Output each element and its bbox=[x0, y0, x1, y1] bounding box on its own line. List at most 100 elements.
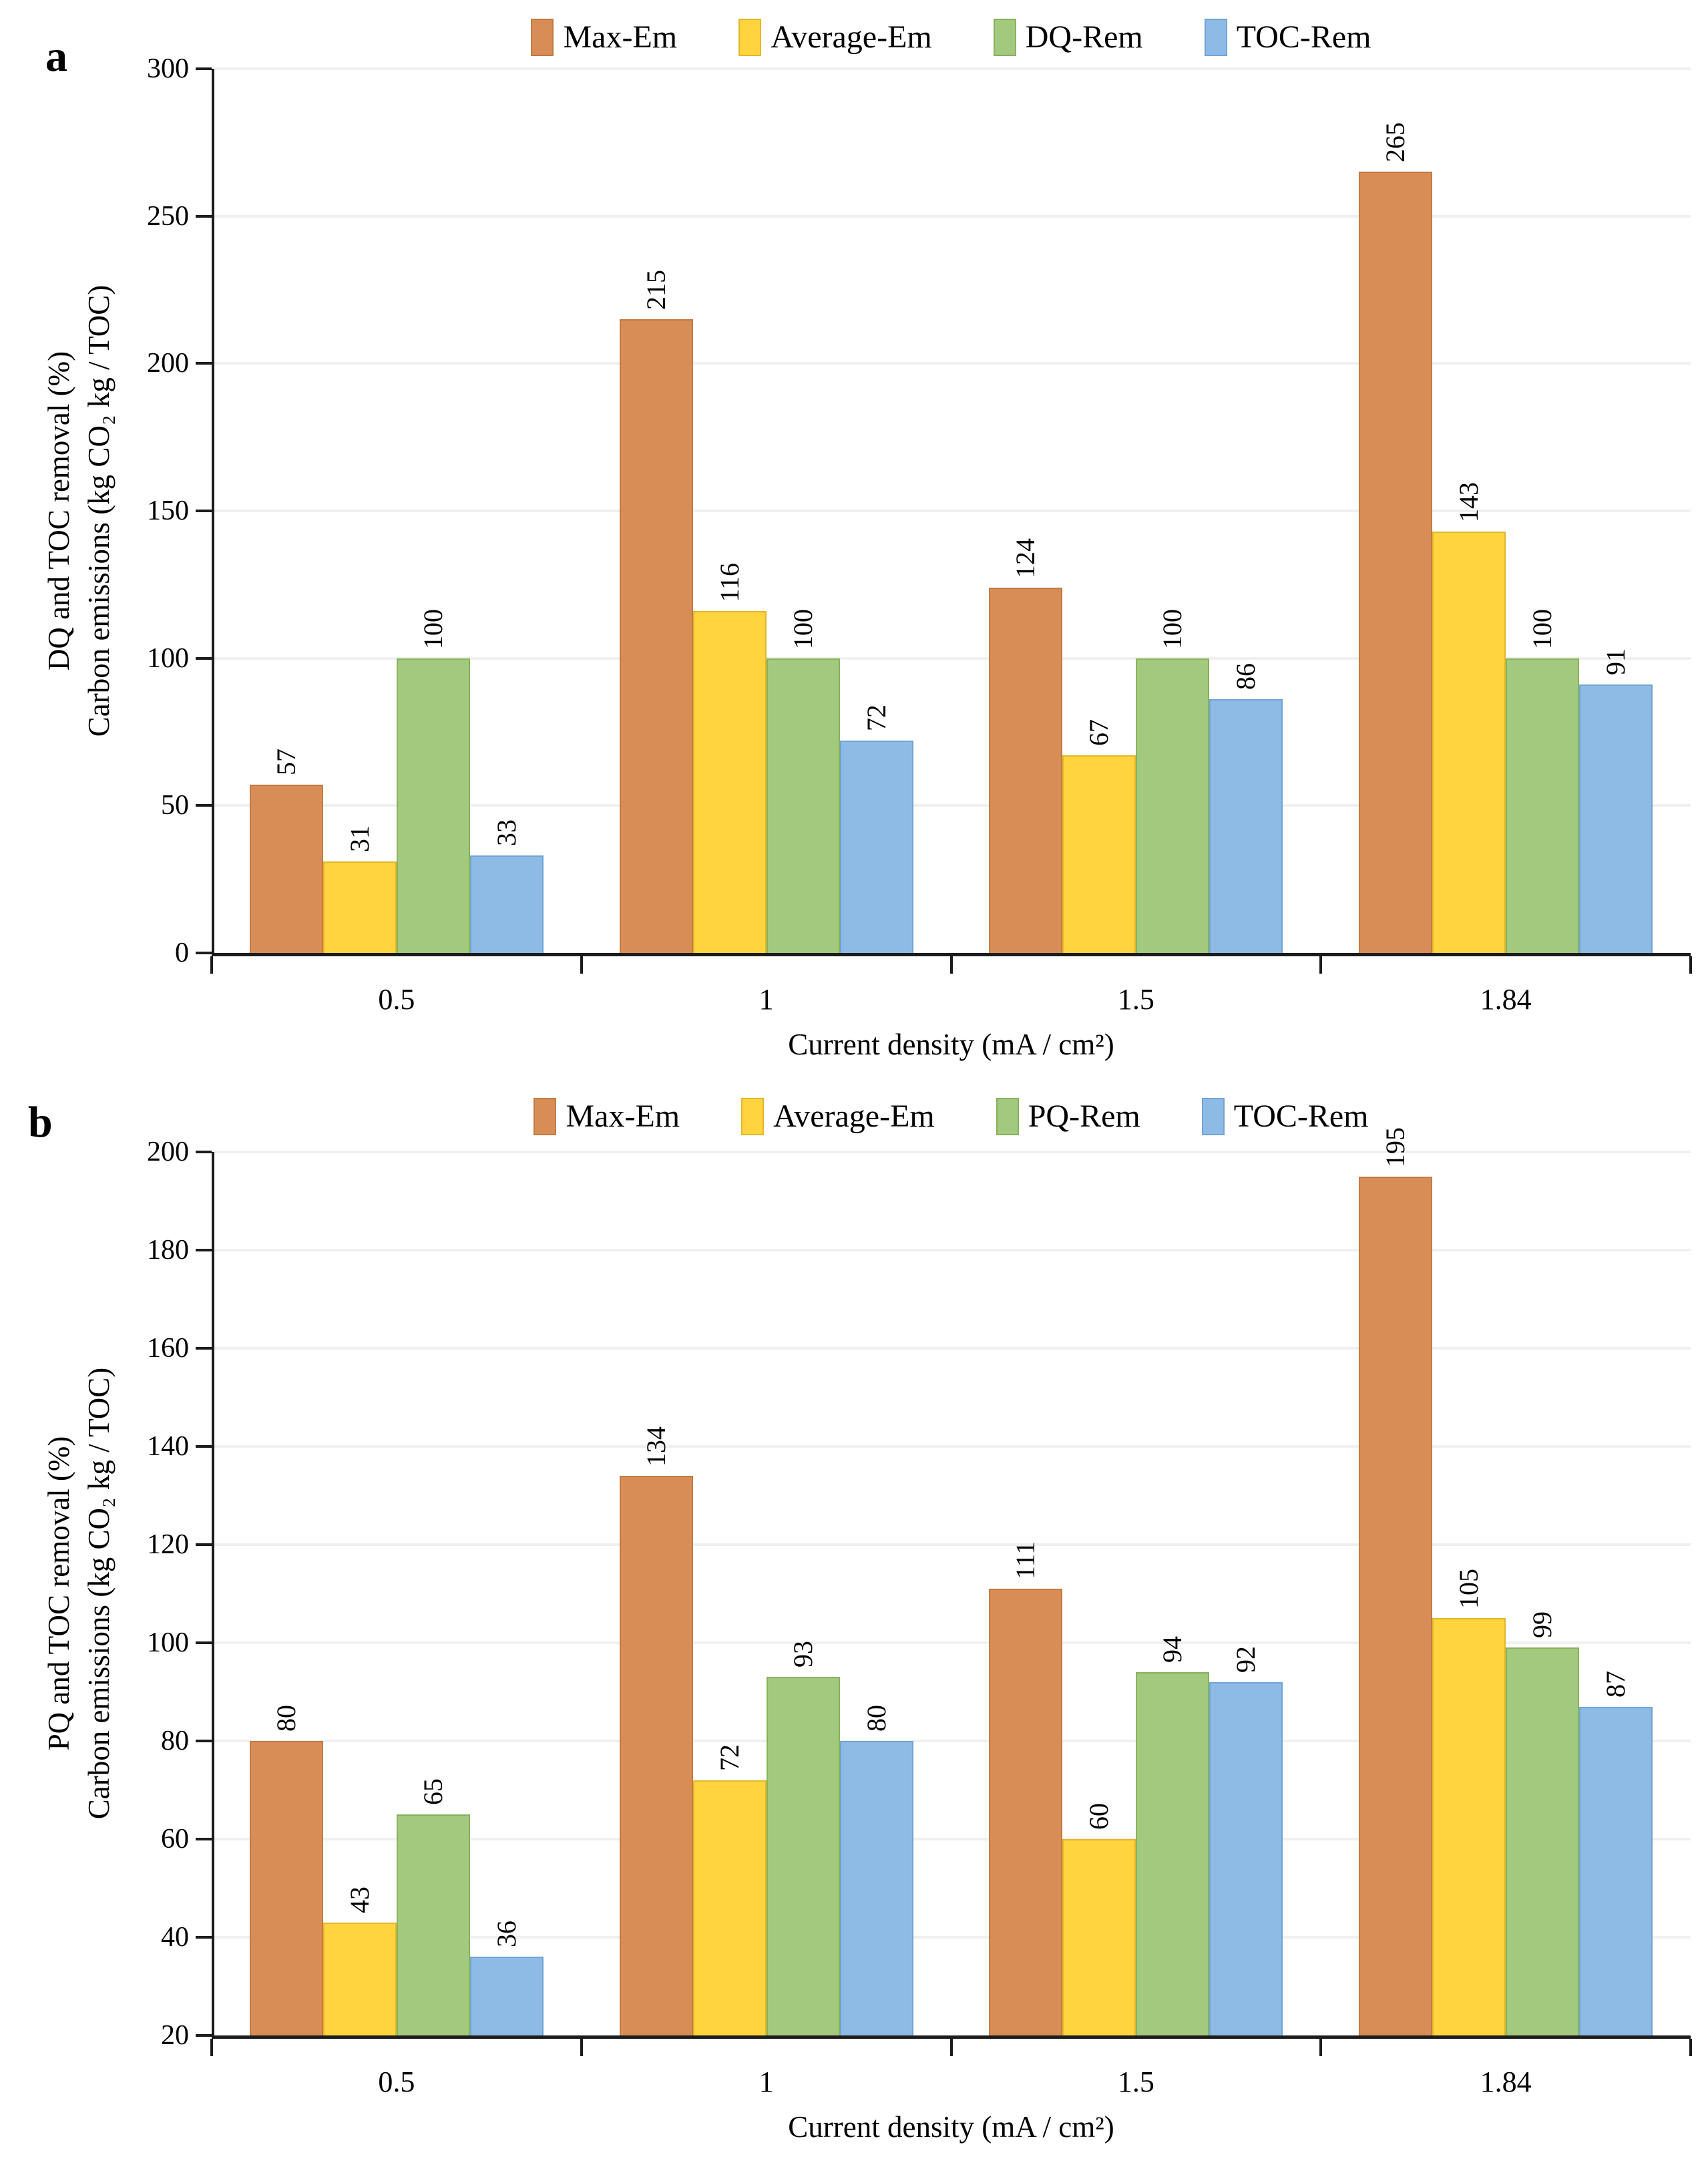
bar-max-em-1 bbox=[619, 319, 693, 953]
bar-value-label: 100 bbox=[1527, 608, 1558, 649]
bar-average-em-1.5 bbox=[1062, 1839, 1136, 2035]
bar-value-label: 60 bbox=[1084, 1803, 1114, 1830]
x-axis-tick-label: 1 bbox=[759, 2066, 774, 2098]
x-axis-tick-label: 1.84 bbox=[1480, 2066, 1532, 2098]
y-axis-tick-label: 100 bbox=[147, 642, 189, 674]
x-axis-line bbox=[212, 2035, 1691, 2039]
y-axis-tick bbox=[196, 214, 212, 218]
bar-average-em-1 bbox=[692, 1780, 767, 2035]
bar-max-em-0.5 bbox=[249, 785, 323, 953]
bar-value-label: 100 bbox=[787, 608, 818, 649]
bar-value-label: 111 bbox=[1010, 1541, 1041, 1580]
y-axis-tick bbox=[196, 804, 212, 807]
legend-swatch-icon bbox=[1201, 1098, 1225, 1135]
legend-swatch-icon bbox=[531, 19, 554, 56]
legend-label: TOC-Rem bbox=[1233, 1099, 1369, 1134]
x-axis-tick bbox=[210, 2039, 213, 2056]
y-axis-tick bbox=[196, 1445, 212, 1448]
legend-swatch-icon bbox=[738, 19, 762, 56]
gridline bbox=[212, 1151, 1691, 1153]
y-axis-tick bbox=[196, 1151, 212, 1153]
legend-item-pq-rem: PQ-Rem bbox=[996, 1098, 1140, 1135]
y-axis-tick bbox=[196, 510, 212, 512]
x-axis-tick bbox=[580, 956, 583, 974]
y-axis-tick-label: 140 bbox=[147, 1431, 189, 1462]
y-axis-line bbox=[212, 1152, 214, 2039]
bar-value-label: 91 bbox=[1600, 648, 1631, 676]
y-axis-tick-label: 50 bbox=[161, 790, 189, 821]
bar-pq-rem-1 bbox=[766, 1677, 840, 2035]
bar-value-label: 65 bbox=[417, 1778, 448, 1806]
bar-value-label: 265 bbox=[1380, 122, 1411, 163]
y-axis-title-line1: PQ and TOC removal (%) bbox=[42, 1436, 75, 1751]
y-axis-tick-label: 80 bbox=[161, 1726, 189, 1756]
bar-value-label: 100 bbox=[1157, 608, 1188, 649]
legend-swatch-icon bbox=[996, 1098, 1019, 1135]
legend-label: Average-Em bbox=[771, 19, 932, 55]
bar-value-label: 100 bbox=[417, 608, 448, 649]
gridline bbox=[212, 656, 1691, 660]
y-axis-tick-label: 60 bbox=[161, 1824, 189, 1854]
gridline bbox=[212, 1347, 1691, 1350]
gridline bbox=[212, 1838, 1691, 1840]
bar-value-label: 86 bbox=[1231, 663, 1261, 691]
bar-value-label: 99 bbox=[1527, 1611, 1558, 1639]
bar-toc-rem-0.5 bbox=[469, 855, 544, 953]
bar-toc-rem-1 bbox=[839, 741, 913, 953]
legend-item-max-em: Max-Em bbox=[531, 19, 677, 56]
y-axis-tick-label: 160 bbox=[147, 1333, 189, 1364]
bar-value-label: 143 bbox=[1454, 481, 1484, 522]
y-axis-title-line2: Carbon emissions (kg CO₂ kg / TOC) bbox=[82, 1367, 116, 1820]
bar-max-em-1 bbox=[619, 1476, 693, 2035]
legend-swatch-icon bbox=[741, 1098, 765, 1135]
x-axis-tick-label: 0.5 bbox=[378, 2066, 415, 2098]
bar-max-em-0.5 bbox=[249, 1741, 323, 2035]
legend: Max-Em Average-Em PQ-Rem TOC-Rem bbox=[212, 1095, 1691, 1138]
y-axis-tick-label: 120 bbox=[147, 1529, 189, 1560]
bar-average-em-1.5 bbox=[1062, 755, 1136, 953]
y-axis-tick bbox=[196, 1347, 212, 1350]
x-axis-line bbox=[212, 953, 1691, 956]
legend-label: Max-Em bbox=[563, 19, 678, 55]
x-axis-tick bbox=[1319, 2039, 1323, 2056]
gridline bbox=[212, 1641, 1691, 1644]
gridline bbox=[212, 1249, 1691, 1251]
gridline bbox=[212, 67, 1691, 70]
x-axis-title: Current density (mA / cm²) bbox=[788, 2110, 1114, 2144]
y-axis-tick bbox=[196, 1249, 212, 1251]
panel-label-b: b bbox=[28, 1098, 53, 1147]
bar-average-em-0.5 bbox=[323, 1922, 397, 2035]
legend-item-dq-rem: DQ-Rem bbox=[993, 19, 1143, 56]
bar-value-label: 105 bbox=[1454, 1569, 1484, 1609]
x-axis-tick-label: 1.5 bbox=[1117, 983, 1154, 1016]
bar-max-em-1.5 bbox=[989, 587, 1063, 953]
y-axis-tick-label: 150 bbox=[147, 496, 189, 526]
bar-value-label: 134 bbox=[640, 1426, 671, 1467]
bar-value-label: 124 bbox=[1010, 538, 1041, 578]
gridline bbox=[212, 1936, 1691, 1939]
bar-value-label: 92 bbox=[1231, 1645, 1261, 1673]
bar-value-label: 43 bbox=[344, 1886, 375, 1913]
y-axis-tick bbox=[196, 656, 212, 660]
legend-label: TOC-Rem bbox=[1236, 19, 1371, 55]
bar-toc-rem-1 bbox=[839, 1741, 913, 2035]
x-axis-tick bbox=[210, 956, 213, 974]
bar-value-label: 93 bbox=[787, 1641, 818, 1668]
x-axis-tick bbox=[1319, 956, 1323, 974]
legend-label: DQ-Rem bbox=[1025, 19, 1143, 55]
gridline bbox=[212, 510, 1691, 512]
y-axis-title-line2: Carbon emissions (kg CO₂ kg / TOC) bbox=[82, 284, 116, 737]
y-axis-tick-label: 100 bbox=[147, 1627, 189, 1658]
bar-toc-rem-0.5 bbox=[469, 1957, 544, 2035]
y-axis-tick bbox=[196, 1740, 212, 1742]
bar-average-em-1 bbox=[692, 611, 767, 953]
bar-value-label: 72 bbox=[714, 1744, 744, 1771]
x-axis-tick bbox=[1689, 956, 1692, 974]
x-axis-tick-label: 1.5 bbox=[1117, 2066, 1154, 2098]
legend: Max-Em Average-Em DQ-Rem TOC-Rem bbox=[212, 16, 1691, 59]
legend-item-toc-rem: TOC-Rem bbox=[1201, 1098, 1369, 1135]
bar-value-label: 87 bbox=[1600, 1670, 1631, 1698]
y-axis-tick bbox=[196, 1641, 212, 1644]
legend-swatch-icon bbox=[993, 19, 1016, 56]
